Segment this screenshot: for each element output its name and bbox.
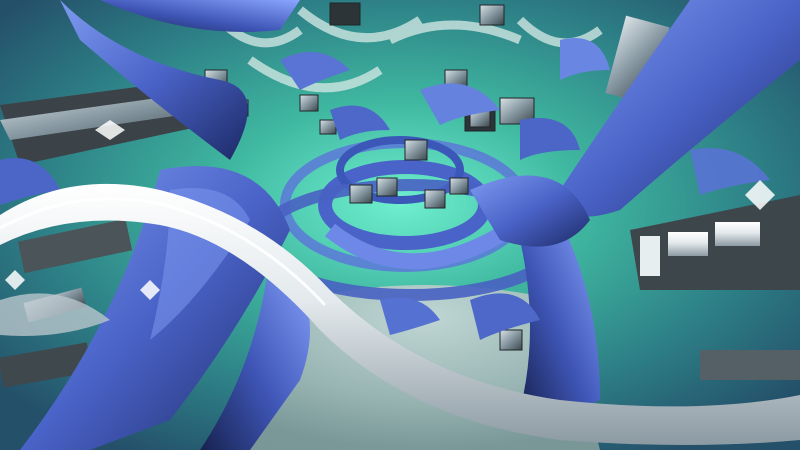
- scaffold-beam-right: [605, 15, 800, 380]
- silver-tube-foreground: [0, 183, 800, 445]
- light-sparkles: [5, 120, 775, 300]
- silver-fragment: [0, 293, 110, 336]
- metal-cube-clusters: [204, 2, 549, 362]
